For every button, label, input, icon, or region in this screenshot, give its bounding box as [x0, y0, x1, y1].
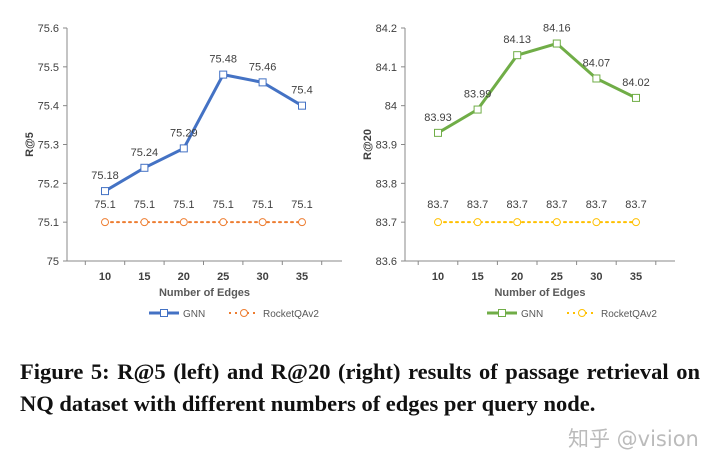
x-tick-label: 15 — [138, 271, 150, 283]
data-label: 75.1 — [291, 199, 312, 211]
data-label: 84.07 — [583, 57, 611, 69]
y-tick-label: 83.8 — [376, 178, 397, 190]
data-point — [632, 218, 640, 227]
y-tick-label: 75.1 — [38, 217, 59, 229]
series-gnn: 83.93 83.99 84.13 84.16 84.07 84.02 — [424, 23, 650, 137]
data-label: 84.02 — [622, 77, 650, 89]
x-tick-label: 20 — [178, 271, 190, 283]
x-tick-label: 10 — [99, 271, 111, 283]
series-rocketqav2: 83.7 83.7 83.7 83.7 83.7 83.7 — [427, 199, 647, 227]
y-axis-label: R@5 — [24, 132, 36, 157]
y-tick-label: 83.6 — [376, 256, 397, 268]
legend-marker — [160, 309, 168, 317]
series-line — [103, 72, 304, 193]
figure-caption: Figure 5: R@5 (left) and R@20 (right) re… — [20, 359, 700, 416]
data-label: 75.24 — [131, 147, 159, 159]
data-point — [434, 128, 442, 137]
data-label: 75.46 — [249, 61, 277, 73]
x-axis-label: Number of Edges — [494, 287, 585, 299]
watermark: 知乎 @vision — [568, 427, 699, 451]
data-point — [258, 218, 267, 227]
data-label: 75.1 — [134, 199, 155, 211]
series-rocketqav2: 75.1 75.1 75.1 75.1 75.1 75.1 — [94, 199, 313, 227]
chart-1: 75 75.1 75.2 75.3 75.4 75.5 75.6 10 15 20 25 30 35 Nu… — [24, 23, 342, 320]
data-point — [140, 218, 149, 227]
legend-label: GNN — [521, 309, 543, 320]
y-tick-label: 75.3 — [38, 140, 59, 152]
x-tick-label: 10 — [432, 271, 444, 283]
charts: 75 75.1 75.2 75.3 75.4 75.5 75.6 10 15 20 25 30 35 Nu… — [24, 23, 675, 320]
x-tick-label: 15 — [471, 271, 483, 283]
chart-2: 83.6 83.7 83.8 83.9 84 84.1 84.2 10 15 20 25 30 35 Nu… — [362, 23, 675, 320]
data-point — [552, 39, 561, 48]
data-label: 75.48 — [209, 54, 237, 66]
data-label: 83.7 — [546, 199, 567, 211]
data-point — [101, 218, 109, 227]
data-point — [552, 218, 561, 227]
data-point — [258, 78, 267, 87]
y-axis-label: R@20 — [362, 129, 374, 160]
x-axis-label: Number of Edges — [159, 287, 250, 299]
y-tick-label: 75.4 — [38, 101, 59, 113]
y-tick-label: 84.2 — [376, 23, 397, 35]
data-label: 83.7 — [625, 199, 646, 211]
data-label: 84.13 — [503, 34, 531, 46]
data-point — [219, 218, 228, 227]
data-label: 75.29 — [170, 127, 198, 139]
data-label: 83.93 — [424, 112, 452, 124]
data-label: 75.1 — [252, 199, 273, 211]
data-point — [140, 163, 149, 172]
data-label: 83.7 — [506, 199, 527, 211]
y-tick-label: 84 — [385, 101, 397, 113]
data-label: 75.1 — [212, 199, 233, 211]
data-label: 83.7 — [467, 199, 488, 211]
data-point — [513, 218, 522, 227]
x-tick-label: 25 — [551, 271, 563, 283]
legend-label: GNN — [183, 309, 205, 320]
data-point — [298, 101, 306, 110]
y-tick-label: 75 — [47, 256, 59, 268]
legend: GNN RocketQAv2 — [149, 309, 319, 320]
x-tick-label: 30 — [256, 271, 268, 283]
y-tick-label: 75.2 — [38, 178, 59, 190]
data-label: 75.1 — [173, 199, 194, 211]
data-label: 75.4 — [291, 85, 312, 97]
data-point — [298, 218, 306, 227]
y-tick-label: 83.7 — [376, 217, 397, 229]
data-label: 75.18 — [91, 170, 119, 182]
data-point — [592, 74, 601, 83]
data-point — [434, 218, 442, 227]
x-tick-label: 20 — [511, 271, 523, 283]
data-point — [473, 105, 482, 114]
data-point — [219, 70, 228, 79]
series-gnn: 75.18 75.24 75.29 75.48 75.46 75.4 — [91, 54, 313, 196]
legend-marker — [578, 309, 586, 317]
y-tick-label: 84.1 — [376, 62, 397, 74]
x-tick-label: 25 — [217, 271, 229, 283]
legend-label: RocketQAv2 — [601, 309, 657, 320]
x-tick-label: 35 — [630, 271, 642, 283]
data-label: 84.16 — [543, 23, 571, 35]
data-label: 75.1 — [94, 199, 115, 211]
data-point — [592, 218, 601, 227]
data-label: 83.7 — [427, 199, 448, 211]
data-point — [179, 218, 188, 227]
legend: GNN RocketQAv2 — [487, 309, 657, 320]
y-tick-label: 75.6 — [38, 23, 59, 35]
data-point — [179, 144, 188, 153]
data-label: 83.7 — [586, 199, 607, 211]
data-point — [101, 187, 109, 196]
x-tick-label: 35 — [296, 271, 308, 283]
legend-marker — [240, 309, 248, 317]
data-point — [632, 93, 640, 102]
legend-label: RocketQAv2 — [263, 309, 319, 320]
data-point — [513, 51, 522, 60]
legend-marker — [498, 309, 506, 317]
y-tick-label: 75.5 — [38, 62, 59, 74]
series-line — [436, 41, 638, 135]
y-tick-label: 83.9 — [376, 140, 397, 152]
data-label: 83.99 — [464, 89, 492, 101]
x-tick-label: 30 — [590, 271, 602, 283]
data-point — [473, 218, 482, 227]
